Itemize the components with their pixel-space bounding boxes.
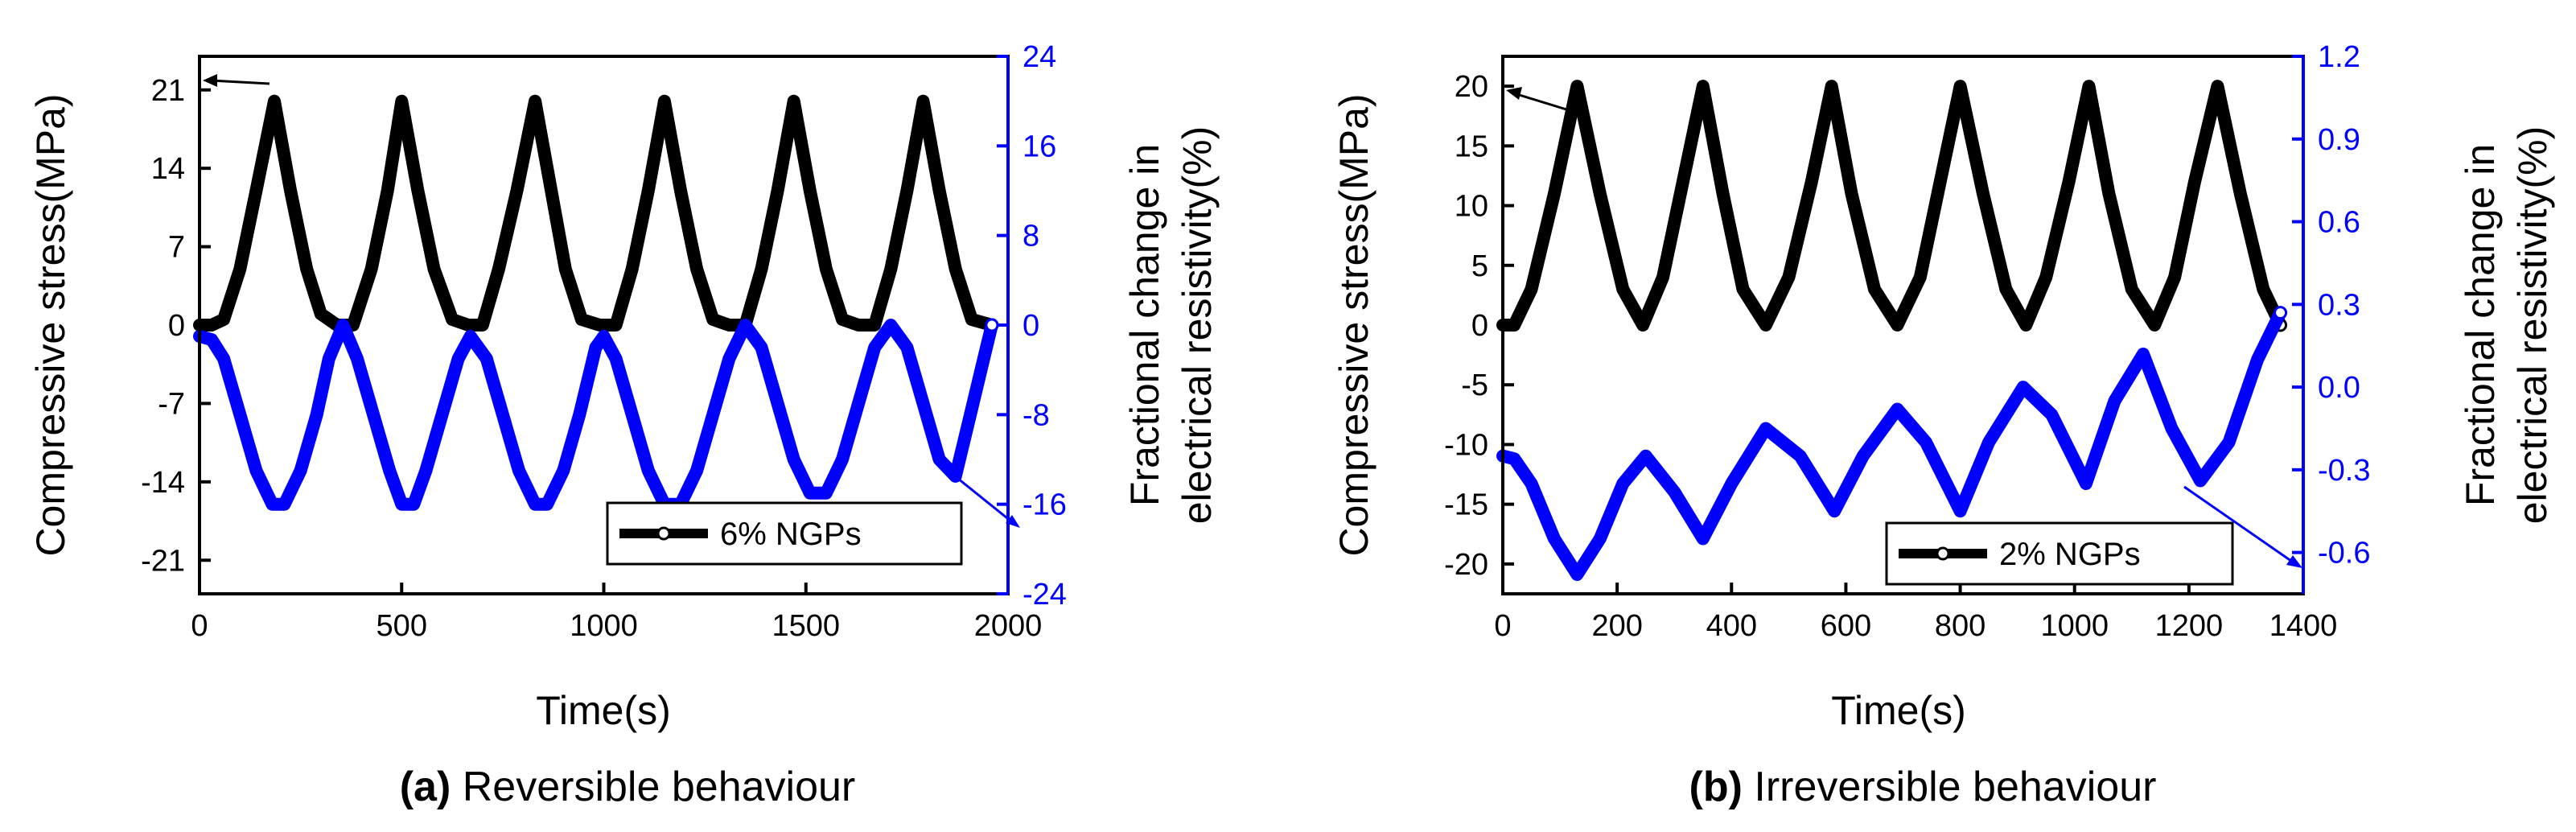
- y-right-tick-label-a: 8: [1023, 220, 1039, 253]
- y-axis-title-right-line2-a: electrical resistivity(%): [1175, 126, 1220, 525]
- y-right-tick-label-b: 0.3: [2318, 288, 2360, 322]
- y-right-tick-label-b: 1.2: [2318, 40, 2360, 74]
- series-resistivity-end-marker-a: [985, 318, 999, 332]
- arrowhead-left-b: [1506, 87, 1522, 100]
- x-tick-label-a: 0: [191, 609, 208, 643]
- y-right-tick-label-b: 0.6: [2318, 206, 2360, 240]
- legend-label-a: 6% NGPs: [720, 517, 862, 552]
- y-left-tick-label-b: 20: [1455, 70, 1488, 104]
- y-right-tick-label-b: -0.6: [2318, 537, 2370, 570]
- y-left-tick-label-a: 21: [151, 74, 185, 108]
- arrow-to-right-axis-a: [932, 457, 1016, 526]
- y-right-tick-label-a: 24: [1023, 40, 1056, 74]
- y-right-tick-label-b: 0.0: [2318, 371, 2360, 405]
- y-right-tick-label-a: -16: [1023, 488, 1067, 522]
- x-tick-label-a: 2000: [974, 609, 1043, 643]
- x-tick-label-b: 1200: [2155, 609, 2224, 643]
- x-tick-label-b: 600: [1821, 609, 1871, 643]
- caption-b: (b) Irreversible behaviour: [1689, 764, 2157, 810]
- caption-text-b: Irreversible behaviour: [1754, 764, 2156, 810]
- caption-letter-b: (b): [1689, 764, 1743, 810]
- x-tick-label-b: 0: [1494, 609, 1511, 643]
- y-left-tick-label-b: 5: [1471, 249, 1488, 283]
- legend-box-b: [1885, 521, 2234, 586]
- x-tick-label-b: 1000: [2040, 609, 2109, 643]
- x-tick-label-b: 800: [1935, 609, 1985, 643]
- x-axis-title-a: Time(s): [536, 688, 671, 733]
- y-axis-title-right-line1-a: Fractional change in: [1122, 144, 1167, 506]
- y-left-tick-label-b: 15: [1455, 130, 1488, 163]
- x-axis-title-b: Time(s): [1831, 688, 1966, 733]
- y-left-tick-label-a: 14: [151, 152, 185, 186]
- x-tick-label-a: 500: [377, 609, 427, 643]
- panel-a: 0 500 1000 1500 2000 -21 -14 -7 0 7 14 21 -24 -16 -8 0 8…: [28, 40, 1220, 810]
- y-axis-title-right-line2-b: electrical resistivity(%): [2510, 126, 2555, 525]
- caption-letter-a: (a): [400, 764, 451, 810]
- series-stress-line-b: [1496, 80, 2287, 332]
- y-left-tick-label-b: -5: [1461, 369, 1488, 402]
- y-right-tick-label-b: -0.3: [2318, 454, 2370, 488]
- y-left-tick-label-b: -15: [1444, 488, 1488, 522]
- x-tick-label-a: 1500: [772, 609, 840, 643]
- y-left-tick-label-b: 0: [1471, 309, 1488, 343]
- legend-marker-a: [656, 526, 671, 541]
- legend-marker-b: [1936, 546, 1950, 561]
- x-tick-label-b: 1400: [2269, 609, 2338, 643]
- legend-a: 6% NGPs: [606, 501, 963, 566]
- series-resistivity-line-b: [1496, 306, 2287, 581]
- y-left-tick-label-b: 10: [1455, 190, 1488, 224]
- y-left-tick-label-a: -21: [141, 544, 185, 578]
- caption-space-a: [451, 764, 462, 810]
- y-right-tick-label-a: 16: [1023, 130, 1056, 163]
- y-left-tick-label-b: -20: [1444, 548, 1488, 582]
- y-axis-title-left-a: Compressive stress(MPa): [28, 93, 73, 556]
- y-left-tick-label-b: -10: [1444, 428, 1488, 462]
- series-resistivity-line-a: [193, 319, 998, 511]
- x-tick-label-b: 200: [1591, 609, 1642, 643]
- series-stress-line-a: [193, 94, 998, 332]
- arrow-to-left-axis-b: [1513, 92, 1578, 114]
- arrow-to-right-axis-b: [2183, 485, 2298, 566]
- x-tick-label-a: 1000: [570, 609, 638, 643]
- y-left-tick-label-a: 0: [168, 309, 185, 343]
- arrowhead-left-a: [203, 74, 217, 87]
- legend-b: 2% NGPs: [1885, 521, 2234, 586]
- y-right-tick-label-a: 0: [1023, 309, 1039, 343]
- caption-a: (a) Reversible behaviour: [400, 764, 856, 810]
- legend-label-b: 2% NGPs: [1999, 537, 2141, 572]
- y-right-tick-label-b: 0.9: [2318, 123, 2360, 157]
- y-right-tick-label-a: -8: [1023, 398, 1050, 432]
- caption-text-a: Reversible behaviour: [463, 764, 856, 810]
- y-axis-title-left-b: Compressive stress(MPa): [1331, 93, 1376, 556]
- y-right-tick-label-a: -24: [1023, 578, 1067, 612]
- arrowhead-right-b: [2286, 555, 2302, 568]
- arrow-to-left-axis-a: [210, 79, 270, 85]
- y-left-tick-label-a: 7: [168, 231, 185, 265]
- y-axis-title-right-line1-b: Fractional change in: [2458, 144, 2503, 506]
- y-left-tick-label-a: -14: [141, 466, 185, 500]
- arrowhead-right-a: [1006, 515, 1020, 528]
- caption-space-b: [1743, 764, 1754, 810]
- x-tick-label-b: 400: [1706, 609, 1757, 643]
- series-resistivity-end-marker-b: [2274, 306, 2288, 320]
- y-left-tick-label-a: -7: [158, 387, 185, 421]
- panel-b: 0 200 400 600 800 1000 1200 1400 -20 -15 -10 -5 0 5 10…: [1331, 40, 2555, 810]
